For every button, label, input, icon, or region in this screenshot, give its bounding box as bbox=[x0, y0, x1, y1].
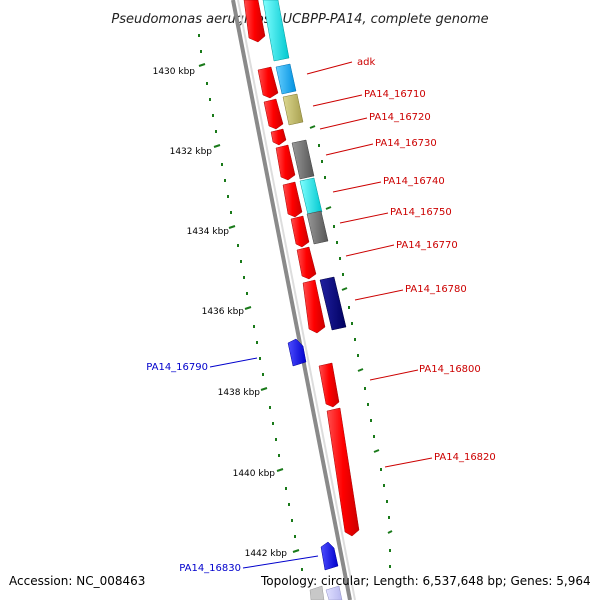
cds-feature bbox=[302, 279, 326, 334]
cds-feature bbox=[326, 407, 360, 537]
gene-label-pa14-16730[interactable]: PA14_16730 bbox=[375, 138, 437, 149]
gene-label-pa14-16800[interactable]: PA14_16800 bbox=[419, 364, 481, 375]
gene-label-pa14-16790[interactable]: PA14_16790 bbox=[146, 362, 208, 373]
cds-feature bbox=[290, 215, 310, 248]
right-gene-labels: adk PA14_16710 PA14_16720 PA14_16730 PA1… bbox=[357, 57, 496, 463]
tick-label-1438: 1438 kbp bbox=[218, 388, 261, 398]
tick-label-1430: 1430 kbp bbox=[153, 67, 196, 77]
tick-label-1432: 1432 kbp bbox=[170, 147, 213, 157]
feature-track bbox=[262, 0, 347, 600]
topology-text: Topology: circular; Length: 6,537,648 bp… bbox=[261, 574, 591, 588]
right-label-leaders bbox=[306, 61, 433, 468]
tick-label-1442: 1442 kbp bbox=[245, 549, 288, 559]
feature-lavender-partial bbox=[325, 585, 343, 600]
feature-gray bbox=[306, 210, 329, 245]
map-title: Pseudomonas aeruginosa UCBPP-PA14, compl… bbox=[111, 12, 488, 27]
scale-labels: 1430 kbp 1432 kbp 1434 kbp 1436 kbp 1438… bbox=[153, 67, 288, 559]
right-tick-track bbox=[309, 125, 393, 568]
feature-navy bbox=[319, 276, 347, 331]
tick-label-1436: 1436 kbp bbox=[202, 307, 245, 317]
feature-gray-partial bbox=[309, 585, 325, 600]
cds-feature bbox=[243, 0, 266, 43]
gene-label-pa14-16720[interactable]: PA14_16720 bbox=[369, 112, 431, 123]
gene-label-pa14-16750[interactable]: PA14_16750 bbox=[390, 207, 452, 218]
left-gene-labels: PA14_16790 PA14_16830 bbox=[146, 362, 241, 574]
feature-blue bbox=[320, 541, 339, 571]
feature-cyan bbox=[299, 177, 323, 216]
left-tick-track bbox=[198, 34, 303, 571]
feature-blue bbox=[287, 338, 307, 367]
gene-label-pa14-16820[interactable]: PA14_16820 bbox=[434, 452, 496, 463]
feature-cyan bbox=[262, 0, 290, 62]
cds-track bbox=[243, 0, 360, 537]
gene-label-pa14-16740[interactable]: PA14_16740 bbox=[383, 176, 445, 187]
accession-text: Accession: NC_008463 bbox=[9, 574, 146, 588]
feature-khaki bbox=[282, 93, 304, 126]
cds-feature bbox=[282, 181, 303, 218]
gene-label-pa14-16830[interactable]: PA14_16830 bbox=[179, 563, 241, 574]
feature-sky bbox=[275, 63, 297, 95]
cds-feature bbox=[270, 128, 287, 146]
gene-label-pa14-16770[interactable]: PA14_16770 bbox=[396, 240, 458, 251]
cds-feature bbox=[263, 98, 284, 130]
cds-feature bbox=[275, 144, 296, 181]
feature-gray bbox=[291, 139, 315, 180]
gene-label-pa14-16710[interactable]: PA14_16710 bbox=[364, 89, 426, 100]
tick-label-1434: 1434 kbp bbox=[187, 227, 230, 237]
cds-feature-adk bbox=[257, 66, 279, 99]
gene-label-adk[interactable]: adk bbox=[357, 57, 375, 68]
cds-feature bbox=[296, 246, 317, 280]
gene-label-pa14-16780[interactable]: PA14_16780 bbox=[405, 284, 467, 295]
left-label-leaders bbox=[209, 357, 319, 569]
tick-label-1440: 1440 kbp bbox=[233, 469, 276, 479]
cds-feature bbox=[318, 362, 340, 408]
genome-backbone bbox=[231, 0, 356, 600]
